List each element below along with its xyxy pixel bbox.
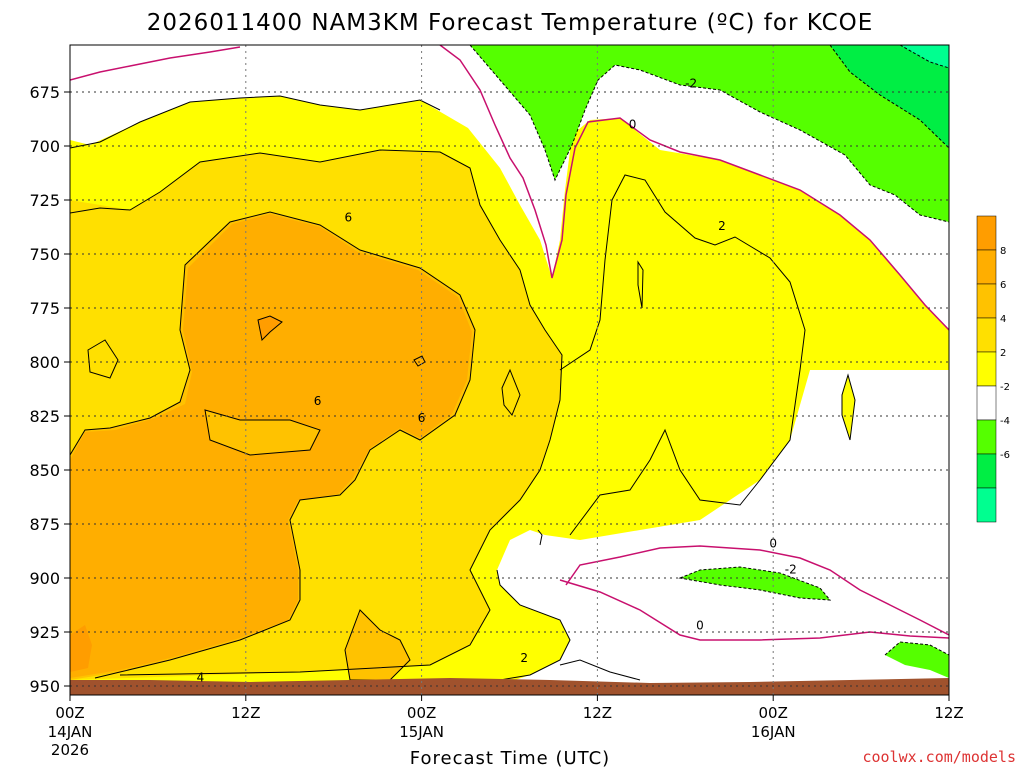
fill-pocket-2-4-b xyxy=(502,370,520,415)
temperature-contours xyxy=(70,95,856,681)
fill-band-minus2-minus4-top xyxy=(470,45,949,222)
contour-label: -2 xyxy=(685,76,697,90)
legend-swatch xyxy=(976,215,997,251)
contour-label: 6 xyxy=(418,411,426,425)
y-tick-label: 675 xyxy=(29,83,60,102)
y-tick-label: 900 xyxy=(29,569,60,588)
x-tick-label: 00Z xyxy=(407,704,436,722)
legend-label: -6 xyxy=(1000,450,1010,461)
x-tick-label: 12Z xyxy=(231,704,260,722)
legend-swatch xyxy=(976,487,997,523)
legend-swatch xyxy=(976,351,997,387)
fill-cell-0-2-mid xyxy=(638,262,643,308)
contour-label: 6 xyxy=(345,210,353,224)
x-tick-date: 15JAN xyxy=(399,723,444,741)
y-tick-label: 800 xyxy=(29,353,60,372)
contour-label: 2 xyxy=(520,651,528,665)
y-tick-label: 950 xyxy=(29,677,60,696)
y-tick-label: 825 xyxy=(29,407,60,426)
x-tick-date: 16JAN xyxy=(751,723,796,741)
y-tick-label: 875 xyxy=(29,515,60,534)
fill-pocket-8-a xyxy=(258,316,282,340)
contour-label: 0 xyxy=(696,619,704,633)
fill-band-minus2-minus4-low xyxy=(680,567,830,600)
x-tick-year: 2026 xyxy=(51,741,89,759)
freezing-contours xyxy=(70,45,949,641)
legend-label: 6 xyxy=(1000,280,1006,291)
legend-swatch xyxy=(976,419,997,455)
fill-pocket-2-4-small xyxy=(88,340,118,378)
legend-swatch xyxy=(976,385,997,421)
fill-band-minus6-minus8 xyxy=(900,45,949,68)
x-tick-date: 14JAN xyxy=(48,723,93,741)
contour-label: 4 xyxy=(197,670,205,684)
legend-swatch xyxy=(976,283,997,319)
y-tick-label: 700 xyxy=(29,137,60,156)
x-tick-label: 12Z xyxy=(934,704,963,722)
y-tick-label: 725 xyxy=(29,191,60,210)
y-tick-label: 850 xyxy=(29,461,60,480)
fill-pocket-4-6-a xyxy=(205,410,320,455)
legend-label: 2 xyxy=(1000,348,1006,359)
contour-labels: -2 0 2 6 6 6 2 0 -2 0 4 xyxy=(197,76,797,684)
grid-lines xyxy=(70,45,949,695)
legend-label: 8 xyxy=(1000,246,1006,257)
credit-text: coolwx.com/models xyxy=(862,748,1016,766)
fill-band-minus4-minus6 xyxy=(830,45,949,148)
color-legend: 8 6 4 2 -2 -4 -6 xyxy=(976,215,1010,523)
x-tick-label: 00Z xyxy=(759,704,788,722)
x-tick-label: 12Z xyxy=(583,704,612,722)
fill-pocket-8-b xyxy=(70,625,92,672)
x-tick-label: 00Z xyxy=(55,704,84,722)
contour-label: -2 xyxy=(785,562,797,576)
contour-label: 6 xyxy=(314,394,322,408)
fill-pocket-4-6-b xyxy=(345,610,410,680)
legend-label: -4 xyxy=(1000,416,1010,427)
fill-band-minus2-minus4-corner xyxy=(885,642,949,678)
plot-area xyxy=(70,45,949,695)
y-tick-label: 750 xyxy=(29,245,60,264)
legend-swatch xyxy=(976,249,997,285)
legend-label: 4 xyxy=(1000,314,1006,325)
legend-label: -2 xyxy=(1000,382,1010,393)
chart-title: 2026011400 NAM3KM Forecast Temperature (… xyxy=(147,10,874,36)
contour-label: 2 xyxy=(718,219,726,233)
legend-swatch xyxy=(976,317,997,353)
y-tick-label: 775 xyxy=(29,299,60,318)
y-tick-label: 925 xyxy=(29,623,60,642)
contour-label: 0 xyxy=(769,536,777,550)
legend-swatch xyxy=(976,453,997,489)
negative-contours xyxy=(469,45,949,656)
x-axis-label: Forecast Time (UTC) xyxy=(410,748,610,768)
contour-label: 0 xyxy=(629,117,637,131)
y-axis-tick-labels: 675 700 725 750 775 800 825 850 875 900 925 950 xyxy=(29,83,70,696)
